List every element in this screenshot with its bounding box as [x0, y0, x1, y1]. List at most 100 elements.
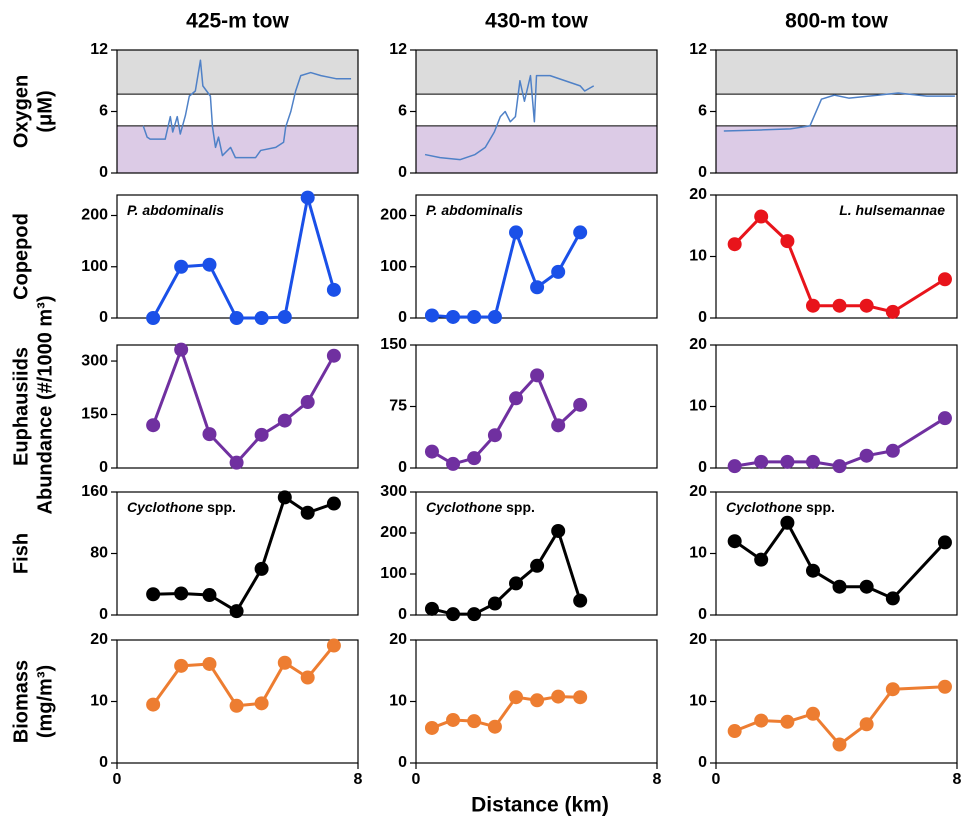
data-point: [832, 579, 847, 594]
column-title: 800-m tow: [785, 10, 888, 33]
y-tick-label: 300: [81, 352, 108, 369]
y-tick-label: 10: [90, 693, 108, 710]
row-label: Fish: [10, 533, 32, 574]
data-point: [780, 515, 795, 530]
row-label: Euphausiids: [10, 347, 32, 466]
x-tick-label: 0: [712, 771, 721, 788]
data-point: [424, 444, 439, 459]
y-tick-label: 300: [380, 483, 407, 500]
data-point: [780, 234, 795, 249]
annotation: Cyclothone spp.: [726, 499, 835, 515]
row-label: (mg/m³): [34, 665, 56, 738]
data-point: [326, 638, 341, 653]
y-tick-label: 12: [689, 41, 707, 58]
data-point: [487, 596, 502, 611]
data-point: [202, 257, 217, 272]
data-point: [806, 563, 821, 578]
y-tick-label: 100: [380, 565, 407, 582]
data-point: [573, 225, 588, 240]
y-tick-label: 0: [698, 309, 707, 326]
data-point: [424, 601, 439, 616]
data-point: [487, 428, 502, 443]
y-tick-label: 80: [90, 545, 108, 562]
data-point: [229, 311, 244, 325]
data-point: [551, 523, 566, 538]
data-point: [300, 505, 315, 520]
annotation-part: spp.: [802, 499, 835, 515]
data-point: [446, 309, 461, 324]
annotation-part: Cyclothone: [726, 499, 802, 515]
data-line: [733, 215, 946, 314]
data-point: [487, 719, 502, 734]
data-point: [424, 308, 439, 323]
data-point: [509, 690, 524, 705]
data-point: [806, 298, 821, 313]
annotation: Cyclothone spp.: [127, 499, 236, 515]
y-tick-label: 12: [389, 41, 407, 58]
data-point: [467, 309, 482, 324]
data-point: [229, 455, 244, 470]
y-tick-label: 0: [99, 309, 108, 326]
y-tick-label: 6: [99, 103, 108, 120]
data-point: [780, 454, 795, 469]
y-tick-label: 6: [698, 103, 707, 120]
data-point: [467, 451, 482, 466]
data-point: [727, 237, 742, 252]
data-point: [530, 693, 545, 708]
annotation-part: Cyclothone: [127, 499, 203, 515]
data-point: [859, 448, 874, 463]
annotation: Cyclothone spp.: [426, 499, 535, 515]
x-axis-label: Distance (km): [471, 794, 609, 817]
y-tick-label: 10: [689, 545, 707, 562]
data-point: [885, 443, 900, 458]
data-point: [254, 311, 269, 325]
data-point: [424, 720, 439, 735]
data-point: [727, 724, 742, 739]
data-point: [300, 670, 315, 685]
data-point: [551, 689, 566, 704]
y-tick-label: 0: [698, 459, 707, 476]
data-point: [530, 558, 545, 573]
data-point: [277, 309, 292, 324]
y-tick-label: 200: [380, 207, 407, 224]
data-point: [859, 298, 874, 313]
column-title: 430-m tow: [485, 10, 588, 33]
data-point: [530, 280, 545, 295]
plot-frame: [415, 344, 658, 469]
y-tick-label: 20: [90, 631, 108, 648]
y-tick-label: 20: [689, 336, 707, 353]
data-point: [446, 712, 461, 727]
data-point: [174, 586, 189, 601]
y-tick-label: 150: [380, 336, 407, 353]
data-point: [229, 604, 244, 619]
data-point: [509, 576, 524, 591]
y-tick-label: 100: [81, 258, 108, 275]
annotation-part: P. abdominalis: [127, 202, 224, 218]
x-tick-label: 0: [412, 771, 421, 788]
data-point: [832, 459, 847, 474]
y-tick-label: 150: [81, 406, 108, 423]
data-point: [300, 190, 315, 205]
plot-frame: [116, 344, 359, 469]
data-point: [727, 459, 742, 474]
data-point: [202, 656, 217, 671]
data-point: [277, 490, 292, 505]
data-point: [509, 225, 524, 240]
y-tick-label: 0: [398, 754, 407, 771]
data-point: [446, 456, 461, 471]
data-point: [806, 706, 821, 721]
data-point: [754, 209, 769, 224]
data-point: [254, 561, 269, 576]
annotation-part: P. abdominalis: [426, 202, 523, 218]
data-point: [509, 391, 524, 406]
band: [416, 125, 657, 173]
y-tick-label: 0: [698, 164, 707, 181]
data-point: [326, 282, 341, 297]
data-point: [202, 588, 217, 603]
data-point: [146, 697, 161, 712]
band: [716, 125, 957, 173]
data-point: [937, 679, 952, 694]
y-tick-label: 20: [689, 186, 707, 203]
data-point: [885, 304, 900, 319]
data-point: [146, 418, 161, 433]
